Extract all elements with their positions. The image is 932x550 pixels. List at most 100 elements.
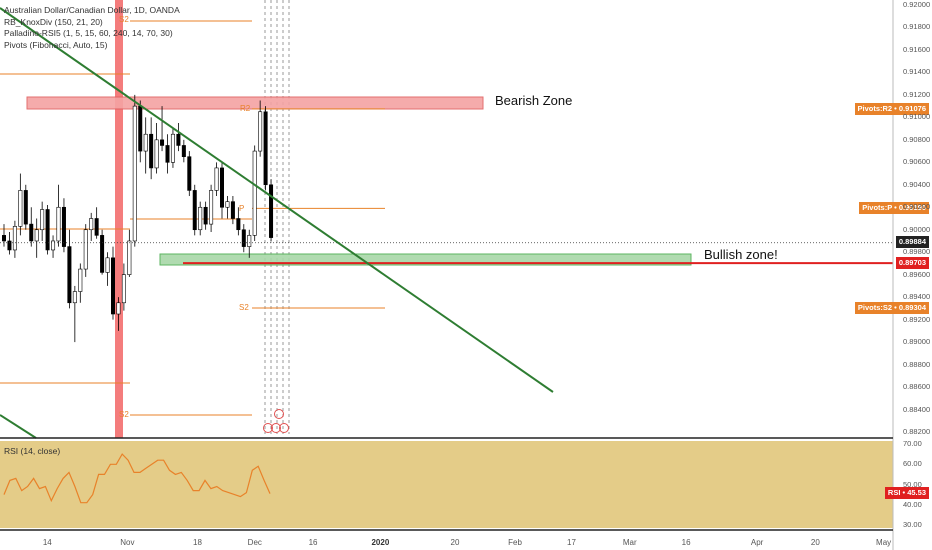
- candle-body: [29, 223, 34, 242]
- bullish-zone: [159, 253, 692, 266]
- x-tick-label: 20: [810, 538, 820, 547]
- candle-body: [72, 291, 77, 304]
- rsi-y-tick-label: 70.00: [903, 439, 922, 448]
- candle-body: [1, 235, 7, 242]
- candle-body: [252, 150, 257, 236]
- rsi-pane: [0, 441, 893, 528]
- y-tick-label: 0.89000: [903, 337, 931, 347]
- y-tick-label: 0.91800: [903, 22, 931, 32]
- y-tick-label: 0.89200: [903, 314, 931, 324]
- rsi-y-tick-label: 50.00: [903, 479, 922, 489]
- candle-body: [176, 133, 181, 146]
- candle-body: [220, 167, 225, 208]
- candle-body: [61, 206, 66, 247]
- candle-body: [18, 190, 23, 227]
- y-tick-label: 0.88200: [903, 427, 931, 436]
- signal-marker-2: [279, 423, 289, 433]
- candle-body: [209, 190, 214, 225]
- zones: [26, 0, 692, 438]
- candle-body: [230, 201, 235, 219]
- candle-body: [187, 156, 192, 191]
- y-tick-label: 0.89600: [903, 269, 931, 279]
- pivot-label-s2: S2: [239, 303, 249, 312]
- tag-pivot-p: Pivots:P • 0.90190: [859, 202, 929, 214]
- candle-body: [154, 139, 159, 169]
- y-tick-label: 0.91000: [903, 112, 931, 122]
- y-tick-label: 0.90400: [903, 179, 931, 189]
- candle-body: [7, 240, 12, 251]
- rsi-y-tick-label: 40.00: [903, 499, 922, 509]
- pivot-label-r2: R2: [240, 104, 251, 113]
- candle-body: [67, 246, 72, 304]
- y-tick-label: 0.88800: [903, 359, 931, 369]
- y-tick-label: 0.89400: [903, 292, 931, 302]
- candle-body: [263, 111, 268, 186]
- candle-body: [121, 274, 126, 304]
- x-tick-label: 16: [681, 538, 691, 547]
- candle-body: [160, 139, 165, 146]
- candle-body: [51, 240, 56, 251]
- x-tick-label: Apr: [750, 538, 764, 547]
- bearish-zone: [26, 96, 484, 110]
- symbol-title: Australian Dollar/Canadian Dollar, 1D, O…: [4, 5, 180, 15]
- x-tick-label: May: [876, 538, 892, 547]
- pivot-lines: [0, 20, 385, 416]
- candle-body: [258, 111, 263, 152]
- grid: [264, 0, 290, 434]
- rsi-y-tick-label: 60.00: [903, 459, 922, 469]
- candle-body: [105, 257, 110, 273]
- y-tick-label: 0.89800: [903, 247, 931, 257]
- rsi-legend[interactable]: RSI (14, close): [4, 446, 61, 456]
- candle-body: [56, 206, 61, 242]
- x-tick-label: 18: [193, 538, 202, 547]
- candle-body: [149, 133, 154, 169]
- y-tick-label: 0.90000: [903, 224, 931, 234]
- candle-body: [127, 240, 132, 275]
- candle-body: [203, 206, 208, 225]
- candle-body: [236, 218, 241, 231]
- candle-body: [170, 133, 175, 163]
- candle-body: [241, 229, 246, 247]
- candle-body: [111, 257, 116, 315]
- candle-body: [45, 209, 50, 251]
- candle-body: [181, 145, 186, 157]
- y-tick-label: 0.91200: [903, 89, 931, 99]
- bullish-zone-label: Bullish zone!: [704, 247, 778, 262]
- indicator-knoxdiv[interactable]: RB_KnoxDiv (150, 21, 20): [4, 16, 103, 27]
- signal-marker-0: [263, 423, 273, 433]
- y-tick-label: 0.88400: [903, 404, 931, 414]
- candle-body: [78, 268, 83, 292]
- x-tick-label: 20: [450, 538, 460, 547]
- indicator-palladino-rsi[interactable]: Palladino-RSI5 (1, 5, 15, 60, 240, 14, 7…: [4, 28, 173, 38]
- pivot-label-p: P: [239, 204, 245, 213]
- candle-body: [192, 190, 197, 231]
- trendline-lower: [0, 414, 37, 439]
- x-tick-label: Mar: [622, 538, 637, 547]
- x-tick-label: 2020: [371, 538, 390, 547]
- x-tick-label: Nov: [120, 538, 135, 547]
- y-tick-label: 0.88600: [903, 382, 931, 392]
- candle-body: [198, 206, 203, 231]
- candle-body: [214, 167, 219, 191]
- candle-body: [116, 302, 121, 315]
- y-tick-label: 0.90800: [903, 134, 931, 144]
- candle-body: [132, 105, 137, 242]
- rsi-y-tick-label: 30.00: [903, 520, 922, 529]
- tag-pivot-s2: Pivots:S2 • 0.89304: [854, 302, 929, 314]
- candle-body: [34, 229, 39, 242]
- x-tick-label: 16: [308, 538, 318, 547]
- tag-support-level: 0.89703: [895, 257, 929, 269]
- y-tick-label: 0.90200: [903, 202, 931, 212]
- candle-body: [89, 218, 94, 231]
- tag-last-price: 0.89884: [895, 236, 929, 248]
- y-tick-label: 0.91600: [903, 44, 931, 54]
- indicator-pivots[interactable]: Pivots (Fibonacci, Auto, 15): [4, 39, 108, 50]
- pivot-label-s2-low: S2: [119, 410, 129, 419]
- candle-body: [83, 229, 88, 270]
- candle-body: [94, 218, 99, 236]
- signal-marker-3: [274, 409, 284, 419]
- candle-body: [100, 235, 105, 273]
- candle-body: [143, 133, 148, 152]
- candles: [1, 94, 274, 343]
